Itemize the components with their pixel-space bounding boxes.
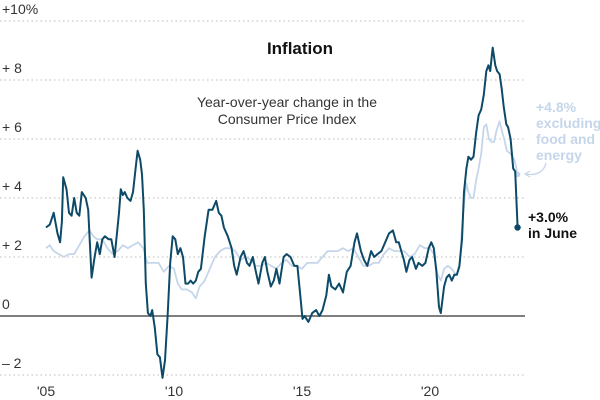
core-label-line: excluding (536, 115, 600, 131)
y-tick-label: – 2 (2, 355, 22, 371)
y-tick-label: + 4 (2, 178, 22, 194)
arrowhead-icon (523, 170, 531, 178)
y-tick-label: 0 (2, 296, 10, 312)
chart-subtitle-line-2: Consumer Price Index (218, 111, 357, 127)
series-lines (45, 46, 521, 379)
headline-end-point (514, 224, 521, 231)
headline-label-line: +3.0% (528, 209, 569, 225)
headline-series-label: +3.0% in June (528, 209, 577, 241)
core-label-line: energy (536, 147, 582, 163)
curved-arrow-icon (525, 162, 547, 176)
x-axis: '05 '10 '15 '20 (37, 383, 439, 399)
headline-series-line (45, 46, 519, 379)
y-tick-label: + 6 (2, 119, 22, 135)
chart-subtitle-line-1: Year-over-year change in the (197, 94, 377, 110)
y-tick-label: + 8 (2, 60, 22, 76)
headline-label-line: in June (528, 225, 577, 241)
core-label-line: food and (536, 131, 595, 147)
y-tick-label: + 2 (2, 237, 22, 253)
y-tick-label: +10% (2, 1, 38, 17)
grid (0, 20, 525, 376)
x-tick-label: '20 (421, 383, 439, 399)
core-series-label: +4.8% excluding food and energy (523, 99, 600, 178)
x-tick-label: '15 (293, 383, 311, 399)
x-tick-label: '05 (37, 383, 55, 399)
x-tick-label: '10 (165, 383, 183, 399)
core-series-line (45, 120, 519, 300)
y-axis: +10% + 8 + 6 + 4 + 2 0 – 2 (2, 1, 38, 371)
chart-title: Inflation (267, 39, 333, 58)
core-label-line: +4.8% (536, 99, 577, 115)
